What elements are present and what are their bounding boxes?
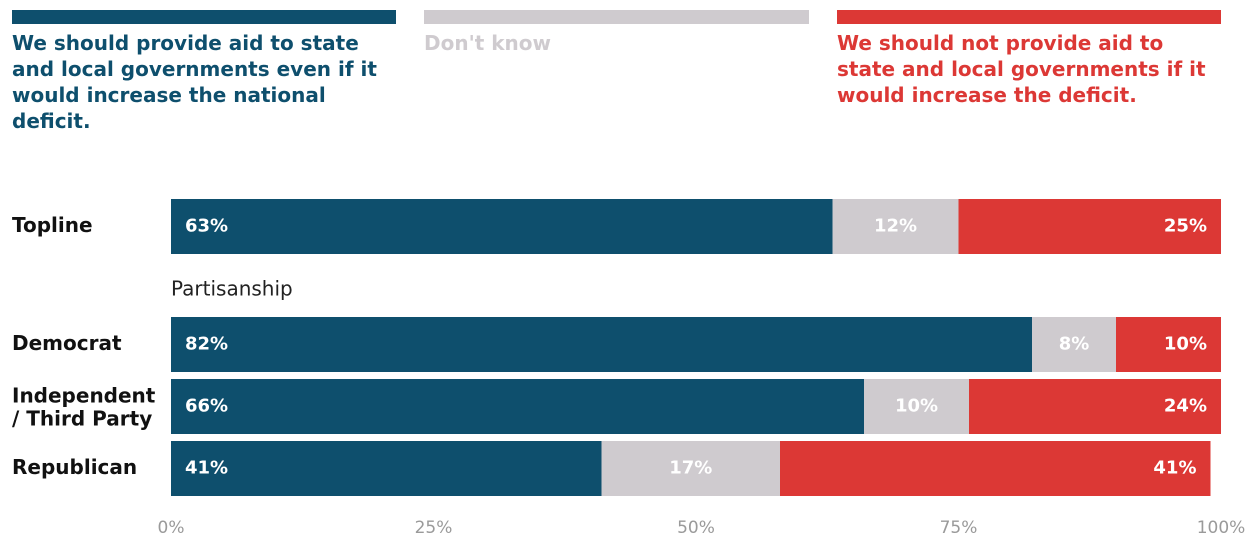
bar-segment-support [171, 199, 833, 254]
category-label: Republican [12, 455, 137, 479]
bar-segment-dont-know [1032, 317, 1116, 372]
value-label-support: 41% [185, 458, 228, 479]
legend-swatch-dont-know [424, 10, 809, 24]
bar-segment-dont-know [832, 199, 959, 254]
value-label-dont-know: 10% [895, 396, 938, 417]
legend-item-dont-know: Don't know [424, 10, 809, 56]
x-tick-label: 25% [415, 518, 453, 538]
legend-item-oppose: We should not provide aid to state and l… [837, 10, 1221, 108]
bar-segment-support [171, 379, 864, 434]
group-label-partisanship: Partisanship [171, 277, 293, 301]
x-tick-label: 100% [1197, 518, 1246, 538]
bar-segment-support [171, 441, 602, 496]
value-label-dont-know: 17% [669, 458, 712, 479]
category-label: Topline [12, 213, 93, 237]
legend-label-oppose: We should not provide aid to state and l… [837, 31, 1206, 107]
bar-segment-oppose [958, 199, 1221, 254]
legend-item-support: We should provide aid to state and local… [12, 10, 396, 134]
value-label-oppose: 25% [1164, 216, 1207, 237]
category-label: Independent / Third Party [12, 384, 156, 431]
x-tick-label: 50% [677, 518, 715, 538]
value-label-support: 63% [185, 216, 228, 237]
value-label-oppose: 24% [1164, 396, 1207, 417]
value-label-dont-know: 8% [1059, 334, 1090, 355]
value-label-support: 82% [185, 334, 228, 355]
bar-segment-dont-know [864, 379, 969, 434]
x-tick-label: 75% [940, 518, 978, 538]
bar-segment-support [171, 317, 1032, 372]
bar-segment-oppose [969, 379, 1221, 434]
legend-swatch-oppose [837, 10, 1221, 24]
value-label-oppose: 41% [1153, 458, 1196, 479]
bar-segment-oppose [1116, 317, 1221, 372]
legend-label-support: We should provide aid to state and local… [12, 31, 377, 133]
legend-swatch-support [12, 10, 396, 24]
category-label: Democrat [12, 331, 122, 355]
bar-segment-oppose [780, 441, 1211, 496]
x-tick-label: 0% [158, 518, 185, 538]
value-label-support: 66% [185, 396, 228, 417]
value-label-dont-know: 12% [874, 216, 917, 237]
legend-label-dont-know: Don't know [424, 31, 551, 55]
value-label-oppose: 10% [1164, 334, 1207, 355]
bar-segment-dont-know [601, 441, 780, 496]
